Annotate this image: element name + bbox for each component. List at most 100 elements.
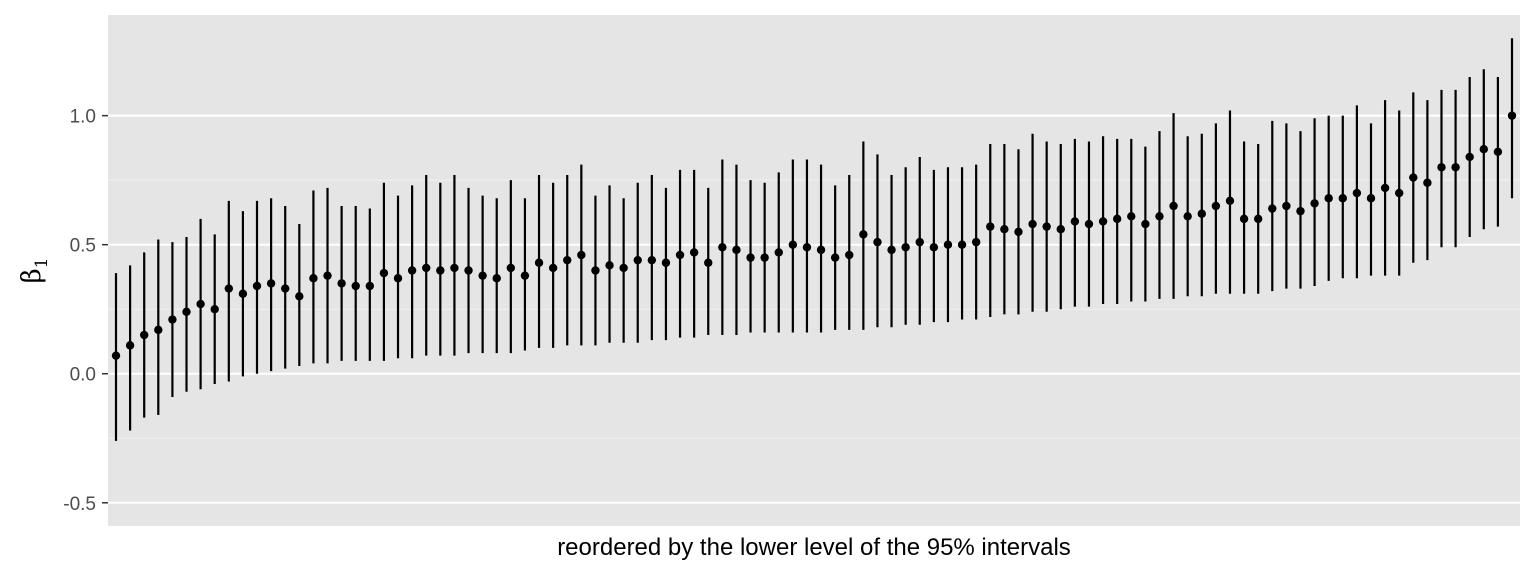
estimate-point xyxy=(1211,201,1221,211)
y-axis-ticks: -0.5 0.0 0.5 1.0 xyxy=(63,107,108,515)
estimate-point xyxy=(125,341,135,350)
estimate-point xyxy=(520,271,530,280)
estimate-point xyxy=(830,253,840,262)
estimate-point xyxy=(1197,209,1206,218)
estimate-point xyxy=(971,237,981,247)
estimate-point xyxy=(605,261,614,270)
estimate-point xyxy=(1253,214,1263,224)
estimate-point xyxy=(111,351,121,360)
estimate-point xyxy=(816,245,826,255)
estimate-point xyxy=(422,263,431,273)
y-tick-label: 0.5 xyxy=(70,236,96,257)
estimate-point xyxy=(1451,163,1460,172)
estimate-point xyxy=(718,243,727,252)
estimate-point xyxy=(1465,152,1474,162)
estimate-point xyxy=(1070,217,1080,226)
estimate-point xyxy=(464,266,473,275)
estimate-point xyxy=(1324,194,1333,203)
estimate-point xyxy=(393,274,403,283)
estimate-point xyxy=(929,243,939,252)
estimate-point xyxy=(1352,188,1362,198)
estimate-point xyxy=(238,289,248,298)
estimate-point xyxy=(986,222,995,231)
estimate-point xyxy=(760,253,769,262)
estimate-point xyxy=(1042,222,1051,231)
estimate-point xyxy=(647,255,657,265)
y-axis-title-symbol: β xyxy=(17,268,47,283)
estimate-point xyxy=(1380,183,1390,193)
estimate-point xyxy=(915,237,924,247)
estimate-point xyxy=(1098,217,1108,226)
estimate-point xyxy=(154,325,163,335)
estimate-point xyxy=(689,248,699,257)
estimate-point xyxy=(901,243,910,252)
estimate-point xyxy=(323,271,332,280)
estimate-point xyxy=(281,284,290,293)
estimate-point xyxy=(943,240,953,249)
estimate-point xyxy=(168,315,177,324)
estimate-point xyxy=(1493,147,1503,156)
estimate-point xyxy=(1127,212,1136,221)
estimate-point xyxy=(802,243,812,252)
estimate-point xyxy=(1014,227,1023,236)
estimate-point xyxy=(845,250,854,260)
estimate-point xyxy=(379,268,389,278)
estimate-point xyxy=(1141,219,1150,229)
estimate-point xyxy=(1239,214,1249,224)
gridlines xyxy=(108,114,1520,504)
estimate-point xyxy=(224,284,234,293)
estimate-point xyxy=(309,274,318,283)
estimate-point xyxy=(873,237,882,247)
estimate-point xyxy=(1507,111,1517,120)
estimate-point xyxy=(957,240,967,249)
y-axis-title: β1 xyxy=(17,258,52,284)
y-tick-label: -0.5 xyxy=(63,494,96,515)
estimate-point xyxy=(1366,194,1376,203)
estimate-point xyxy=(859,230,868,239)
estimate-point xyxy=(633,255,642,265)
estimate-point xyxy=(337,279,346,288)
estimate-point xyxy=(295,292,304,301)
estimate-point xyxy=(591,266,600,275)
interval-marks xyxy=(111,38,1517,441)
estimate-point xyxy=(619,263,628,273)
estimate-point xyxy=(1000,225,1009,234)
estimate-point xyxy=(732,245,741,255)
estimate-point xyxy=(252,281,262,291)
estimate-point xyxy=(478,271,487,280)
estimate-point xyxy=(210,305,219,314)
estimate-point xyxy=(534,258,544,267)
estimate-point xyxy=(661,258,671,267)
estimate-point xyxy=(351,281,360,291)
estimate-point xyxy=(1437,163,1446,172)
estimate-point xyxy=(788,240,798,249)
estimate-point xyxy=(887,245,896,255)
estimate-point xyxy=(492,274,501,283)
y-tick-label: 1.0 xyxy=(70,107,96,128)
estimate-point xyxy=(196,299,205,309)
estimate-point xyxy=(1296,206,1305,216)
x-axis-title: reordered by the lower level of the 95% … xyxy=(557,534,1071,561)
estimate-point xyxy=(1028,219,1037,229)
estimate-point xyxy=(1183,212,1192,221)
estimate-point xyxy=(1282,201,1291,211)
estimate-point xyxy=(774,248,783,257)
estimate-point xyxy=(436,266,445,275)
estimate-point xyxy=(1409,173,1418,182)
estimate-point xyxy=(365,281,375,291)
estimate-point xyxy=(450,263,459,273)
estimate-point xyxy=(1338,194,1347,203)
estimate-point xyxy=(1112,214,1122,224)
estimate-point xyxy=(563,255,572,265)
estimate-point xyxy=(675,250,685,260)
estimate-point xyxy=(140,330,149,340)
estimate-point xyxy=(1268,204,1277,213)
estimate-point xyxy=(1084,219,1094,229)
estimate-point xyxy=(577,250,586,260)
estimate-point xyxy=(1394,188,1404,198)
estimate-point xyxy=(506,263,516,273)
estimate-point xyxy=(1423,178,1432,187)
estimate-point xyxy=(1225,196,1235,206)
estimate-point xyxy=(407,266,417,275)
estimate-point xyxy=(1155,212,1164,221)
